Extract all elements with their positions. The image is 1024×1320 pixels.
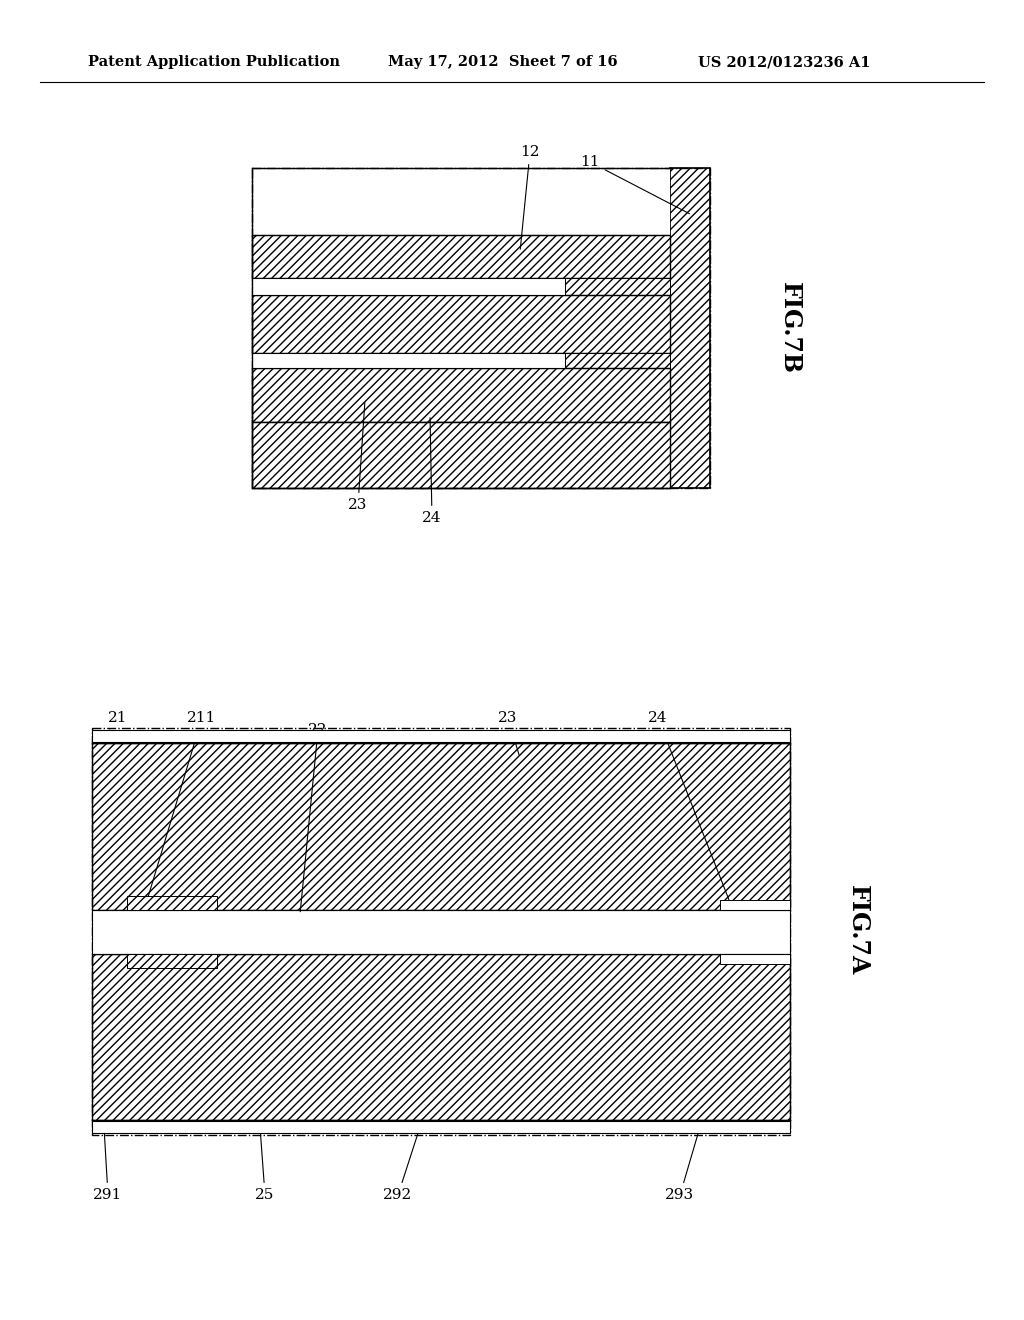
Bar — [252, 279, 565, 294]
Text: 293: 293 — [666, 1130, 699, 1203]
Text: 21: 21 — [105, 711, 128, 735]
Bar — [92, 729, 790, 1135]
Text: 25: 25 — [255, 1130, 274, 1203]
Bar — [92, 743, 790, 909]
Text: 24: 24 — [422, 417, 441, 525]
Text: 23: 23 — [348, 403, 368, 512]
Bar — [127, 953, 217, 968]
Bar — [92, 730, 790, 742]
Text: FIG.7A: FIG.7A — [846, 884, 870, 975]
Bar — [252, 168, 670, 235]
Bar — [252, 235, 670, 279]
Text: US 2012/0123236 A1: US 2012/0123236 A1 — [698, 55, 870, 69]
Bar — [670, 168, 710, 488]
Text: May 17, 2012  Sheet 7 of 16: May 17, 2012 Sheet 7 of 16 — [388, 55, 617, 69]
Text: 11: 11 — [581, 154, 689, 214]
Text: FIG.7B: FIG.7B — [778, 282, 802, 374]
Bar — [92, 1121, 790, 1133]
Bar — [252, 168, 710, 488]
Bar — [252, 422, 670, 488]
Text: 12: 12 — [520, 145, 540, 249]
Bar — [720, 899, 790, 909]
Bar — [720, 953, 790, 964]
Text: Patent Application Publication: Patent Application Publication — [88, 55, 340, 69]
Bar — [252, 294, 670, 352]
Bar — [127, 895, 217, 909]
Bar — [92, 953, 790, 1119]
Bar — [252, 368, 670, 422]
Text: 292: 292 — [383, 1130, 419, 1203]
Bar — [252, 352, 565, 368]
Text: 24: 24 — [648, 711, 729, 900]
Bar — [565, 279, 670, 294]
Text: 291: 291 — [93, 1130, 123, 1203]
Text: 23: 23 — [499, 711, 519, 755]
Text: 211: 211 — [147, 711, 217, 898]
Text: 22: 22 — [300, 723, 328, 912]
Bar — [92, 909, 790, 953]
Bar — [565, 352, 670, 368]
